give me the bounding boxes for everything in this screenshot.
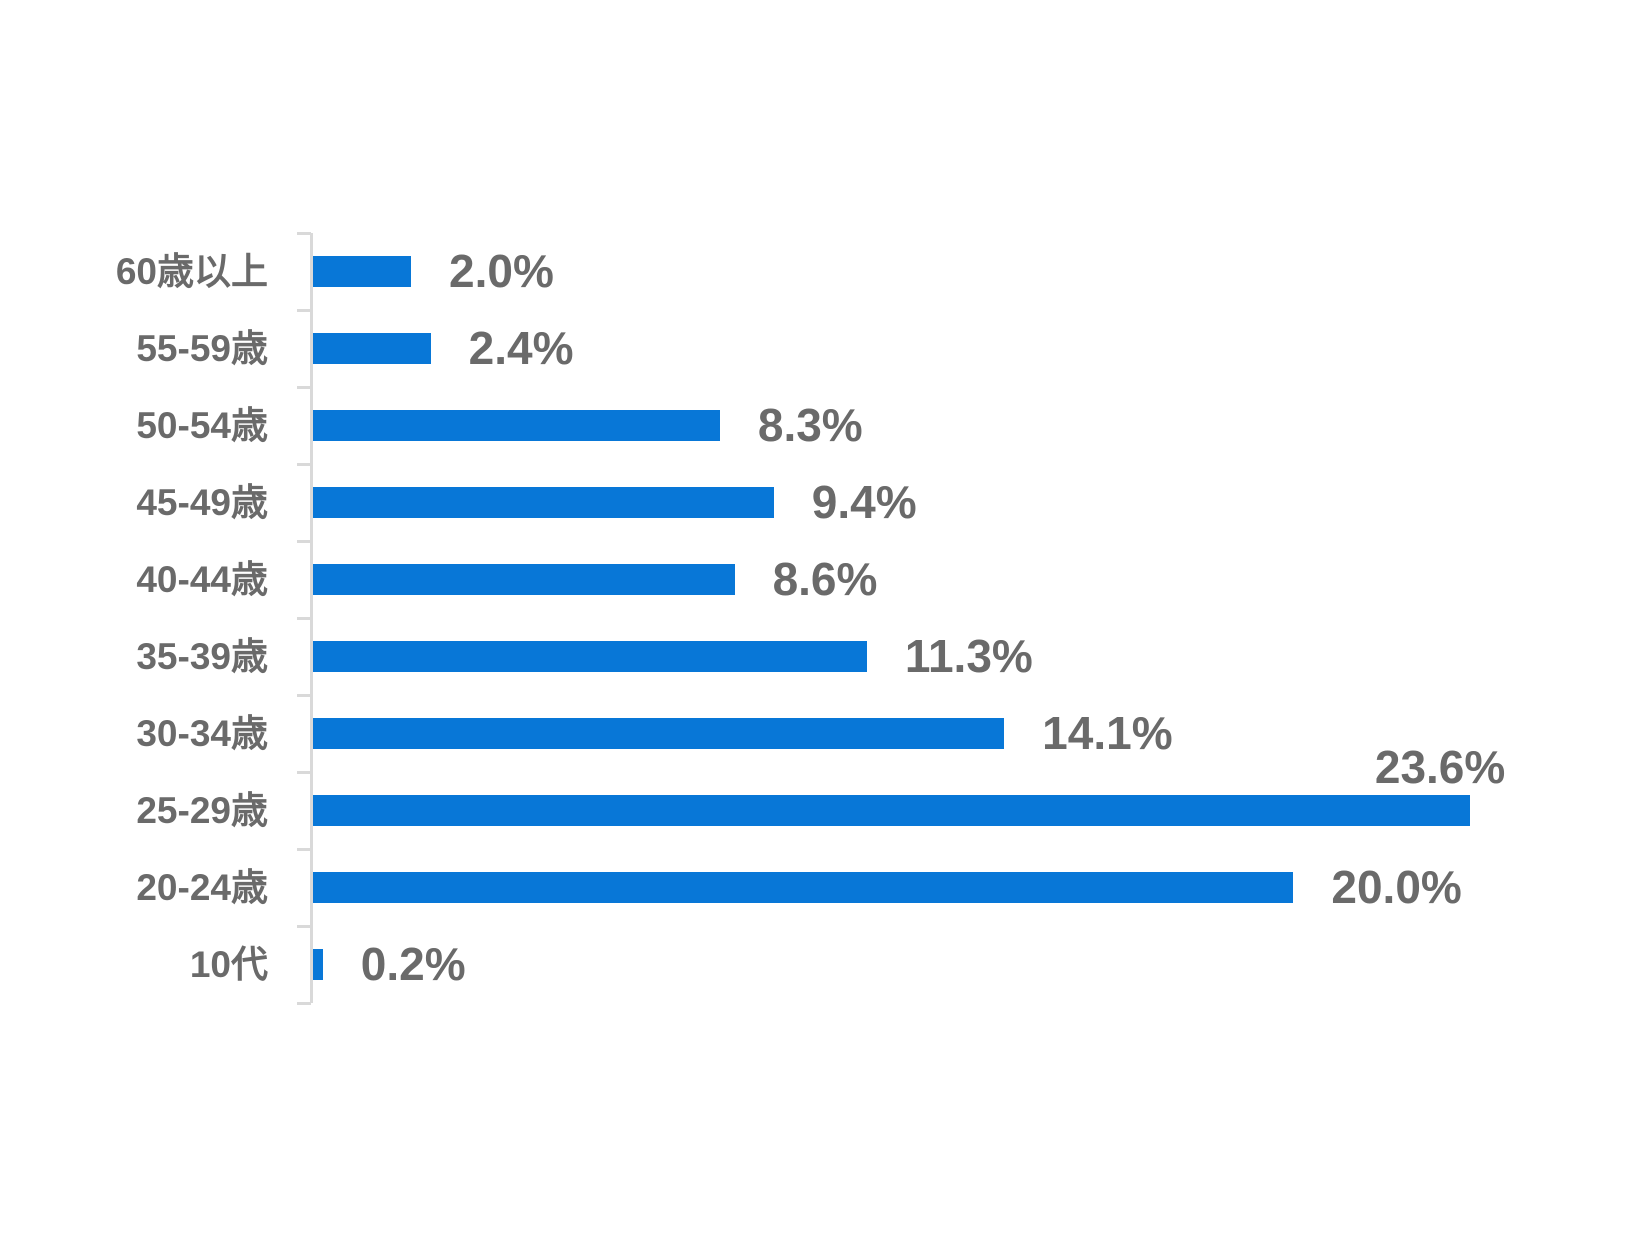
bar [313,795,1470,826]
category-label: 55-59歳 [136,328,268,369]
value-label: 2.4% [468,322,574,374]
value-label: 8.6% [772,553,878,605]
bar [313,718,1005,749]
bar [313,872,1294,903]
bar [313,487,774,518]
value-label: 9.4% [811,476,917,528]
category-label: 25-29歳 [136,790,268,831]
axis-tick [297,694,311,697]
category-label: 45-49歳 [136,482,268,523]
axis-tick [297,232,311,235]
chart-row: 30-34歳 14.1% [136,695,1563,772]
bar [313,333,431,364]
category-label: 40-44歳 [136,559,268,600]
chart-row: 10代 0.2% [190,926,1563,1003]
bar-chart-plot-area: 60歳以上 2.0% 55-59歳 2.4% 50-54歳 8.3% 45-49歳 9.4% 4… [116,232,1563,1005]
value-label: 8.3% [757,399,863,451]
axis-tick [297,771,311,774]
chart-row: 55-59歳 2.4% [136,310,1563,387]
value-label: 0.2% [360,938,466,990]
axis-tick [297,925,311,928]
value-label: 20.0% [1331,861,1462,913]
value-label: 11.3% [904,630,1033,682]
axis-tick [297,386,311,389]
bar [313,641,867,672]
value-label: 23.6% [1374,741,1506,793]
axis-tick [297,617,311,620]
chart-row: 20-24歳 20.0% [136,849,1563,926]
bar [313,256,412,287]
category-label: 30-34歳 [136,713,268,754]
axis-tick [297,1002,311,1005]
chart-row: 40-44歳 8.6% [136,541,1563,618]
chart-row: 60歳以上 2.0% [116,233,1563,310]
category-label: 50-54歳 [136,405,268,446]
bar [313,410,720,441]
axis-tick [297,309,311,312]
value-label: 2.0% [449,245,554,297]
chart-row: 50-54歳 8.3% [136,387,1563,464]
chart-row: 35-39歳 11.3% [136,618,1563,695]
chart-row: 25-29歳 23.6% [136,741,1563,849]
chart-row: 45-49歳 9.4% [136,464,1563,541]
axis-tick [297,463,311,466]
bar [313,949,323,980]
category-label: 35-39歳 [136,636,268,677]
bar [313,564,735,595]
y-axis-line [310,233,313,1003]
category-label: 20-24歳 [136,867,268,908]
axis-tick [297,848,311,851]
value-label: 14.1% [1042,707,1173,759]
axis-tick [297,540,311,543]
category-label: 60歳以上 [115,251,268,292]
category-label: 10代 [189,944,268,985]
